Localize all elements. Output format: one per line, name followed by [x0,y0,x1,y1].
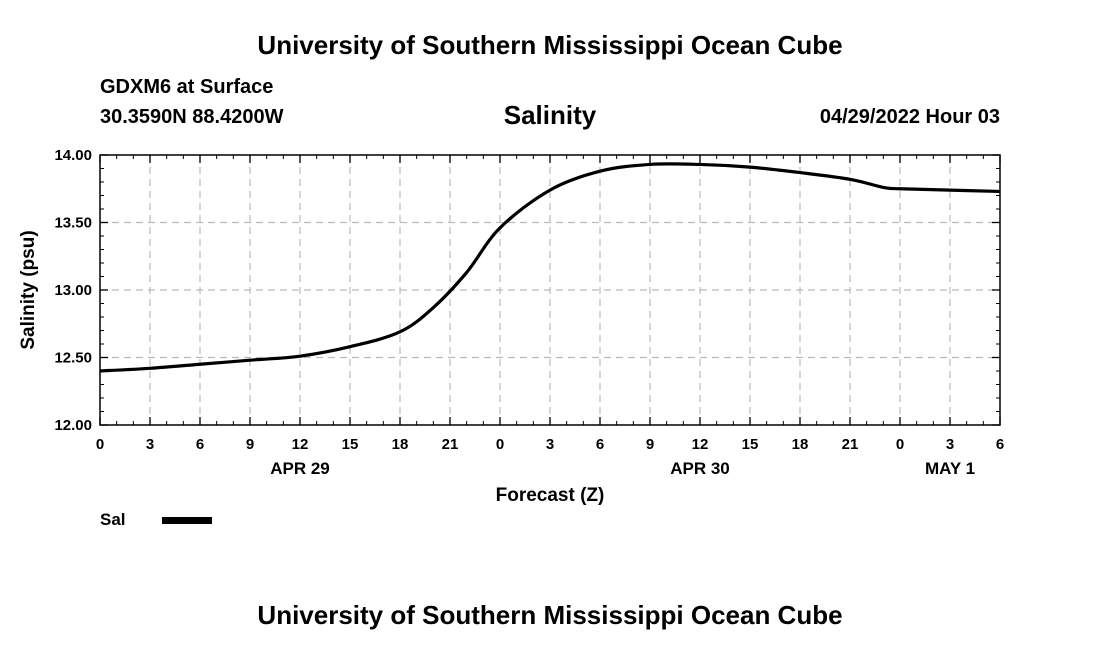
x-tick-label: 12 [692,436,709,453]
axis-labels: 0 3 6 9 12 15 18 21 0 3 6 9 12 15 18 21 0 3 6 12.00 12.50 13.… [54,147,1004,478]
x-tick-label: 21 [842,436,859,453]
x-tick-label: 3 [146,436,154,453]
grid [100,155,1000,425]
series-layer [99,162,1001,373]
x-tick-label: 12 [292,436,309,453]
salinity-chart: 0 3 6 9 12 15 18 21 0 3 6 9 12 15 18 21 0 3 6 12.00 12.50 13.… [18,147,1004,506]
y-tick-label: 14.00 [54,147,92,164]
station-label: GDXM6 at Surface [100,76,274,98]
y-tick-label: 13.50 [54,215,92,232]
chart-title: Salinity [503,100,597,130]
y-axis-title: Salinity (psu) [18,230,39,349]
x-date-label: APR 30 [670,459,730,478]
x-tick-label: 6 [996,436,1004,453]
y-tick-label: 12.00 [54,417,92,434]
x-tick-label: 6 [596,436,604,453]
legend-swatch [162,517,212,524]
x-tick-label: 0 [496,436,504,453]
x-tick-label: 18 [792,436,809,453]
plot-frame [99,154,1001,426]
x-date-label: MAY 1 [925,459,975,478]
x-tick-label: 0 [96,436,104,453]
x-tick-label: 15 [742,436,759,453]
legend-label: Sal [100,510,126,529]
page-title: University of Southern Mississippi Ocean… [257,30,843,60]
x-tick-label: 9 [246,436,254,453]
x-tick-label: 3 [546,436,554,453]
x-tick-label: 0 [896,436,904,453]
forecast-datetime: 04/29/2022 Hour 03 [819,106,1000,128]
x-date-label: APR 29 [270,459,330,478]
x-tick-label: 6 [196,436,204,453]
x-tick-label: 9 [646,436,654,453]
x-tick-label: 21 [442,436,459,453]
y-tick-label: 13.00 [54,282,92,299]
x-tick-label: 15 [342,436,359,453]
coordinates-label: 30.3590N 88.4200W [100,106,284,128]
x-axis-title: Forecast (Z) [496,485,605,506]
page-title-bottom: University of Southern Mississippi Ocean… [257,600,843,630]
x-tick-label: 3 [946,436,954,453]
y-tick-label: 12.50 [54,350,92,367]
x-tick-label: 18 [392,436,409,453]
